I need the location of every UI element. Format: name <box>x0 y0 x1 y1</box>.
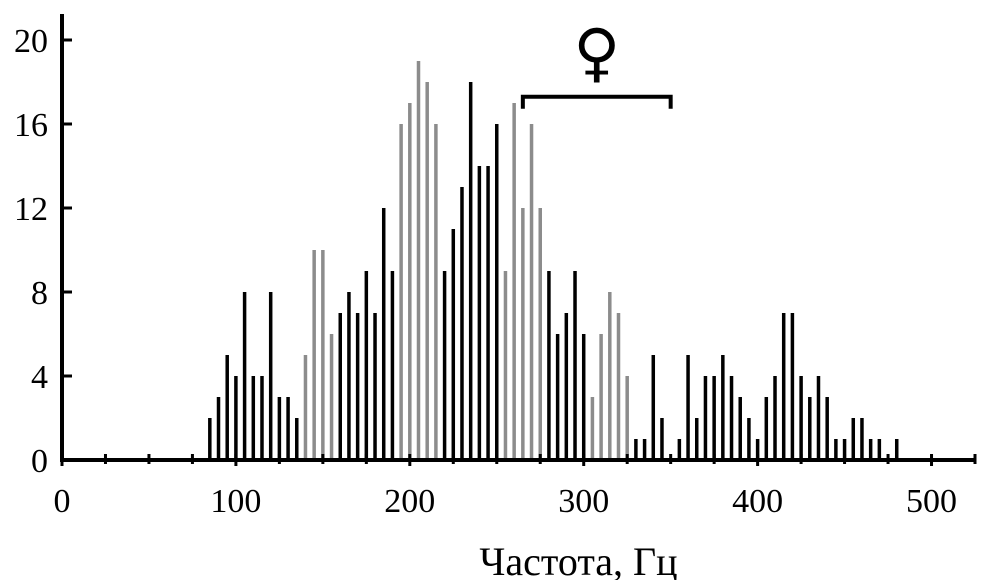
annotations: ♀ <box>520 17 673 109</box>
histogram-bar <box>608 292 612 460</box>
histogram-bar <box>599 334 603 460</box>
histogram-bar <box>894 439 899 460</box>
histogram-bar <box>590 397 595 460</box>
histogram-bar <box>851 418 856 460</box>
histogram-bars <box>208 61 899 460</box>
histogram-bar <box>538 208 542 460</box>
histogram-bar <box>616 313 621 460</box>
histogram-bar <box>747 418 751 460</box>
x-tick-label: 200 <box>384 483 435 520</box>
x-tick-label: 400 <box>732 483 783 520</box>
female-range-bracket <box>520 94 673 109</box>
histogram-bar <box>868 439 873 460</box>
histogram-bar <box>295 418 299 460</box>
histogram-bar <box>860 418 864 460</box>
histogram-bar <box>425 82 429 460</box>
histogram-bar <box>364 271 369 460</box>
histogram-bar <box>477 166 482 460</box>
histogram-bar <box>442 271 447 460</box>
y-tick-label: 16 <box>14 107 48 144</box>
histogram-bar <box>408 103 412 460</box>
histogram-bar <box>303 355 308 460</box>
histogram-bar <box>634 439 638 460</box>
histogram-bar <box>234 376 238 460</box>
histogram-bar <box>695 418 699 460</box>
histogram-bar <box>625 376 629 460</box>
histogram-bar <box>808 397 812 460</box>
histogram-bar <box>764 397 769 460</box>
histogram-bar <box>877 439 882 460</box>
histogram-bar <box>225 355 229 460</box>
x-tick-label: 500 <box>906 483 957 520</box>
histogram-bar <box>434 124 438 460</box>
axes <box>60 14 975 462</box>
histogram-bar <box>329 334 334 460</box>
histogram-bar <box>208 418 212 460</box>
y-tick-label: 8 <box>31 275 48 312</box>
histogram-bar <box>573 271 577 460</box>
histogram-bar <box>738 397 742 460</box>
y-tick-label: 20 <box>14 23 48 60</box>
y-tick-label: 4 <box>31 359 48 396</box>
histogram-bar <box>251 376 256 460</box>
histogram-bar <box>286 397 290 460</box>
histogram-bar <box>355 313 360 460</box>
histogram-bar <box>660 418 664 460</box>
histogram-bar <box>260 376 264 460</box>
histogram-bar <box>755 439 760 460</box>
histogram-bar <box>825 397 829 460</box>
female-sign-icon: ♀ <box>573 17 620 91</box>
histogram-bar <box>312 250 316 460</box>
histogram-bar <box>338 313 342 460</box>
x-tick-label: 100 <box>210 483 261 520</box>
histogram-bar <box>512 103 516 460</box>
histogram-bar <box>799 376 803 460</box>
histogram-bar <box>321 250 325 460</box>
histogram-bar <box>521 208 525 460</box>
histogram-bar <box>381 208 386 460</box>
histogram-bar <box>564 313 569 460</box>
histogram-bar <box>816 376 821 460</box>
histogram-bar <box>703 376 708 460</box>
histogram-bar <box>399 124 403 460</box>
histogram-bar <box>277 397 282 460</box>
histogram-bar <box>547 271 551 460</box>
y-tick-label: 12 <box>14 191 48 228</box>
histogram-bar <box>347 292 351 460</box>
x-tick-label: 0 <box>54 483 71 520</box>
histogram-bar <box>242 292 247 460</box>
histogram-bar <box>390 271 395 460</box>
histogram-bar <box>781 313 786 460</box>
histogram-bar <box>842 439 847 460</box>
histogram-bar <box>468 82 473 460</box>
histogram-bar <box>686 355 690 460</box>
histogram-bar <box>834 439 838 460</box>
histogram-bar <box>712 376 716 460</box>
histogram-bar <box>581 334 586 460</box>
x-axis-title: Частота, Гц <box>479 539 677 580</box>
histogram-bar <box>416 61 421 460</box>
histogram-bar <box>773 376 777 460</box>
axis-ticks <box>60 38 977 466</box>
histogram-bar <box>721 355 725 460</box>
histogram-bar <box>373 313 377 460</box>
x-tick-label: 300 <box>558 483 609 520</box>
histogram-bar <box>529 124 534 460</box>
histogram-bar <box>642 439 647 460</box>
histogram-bar <box>555 334 560 460</box>
histogram-bar <box>729 376 734 460</box>
histogram-bar <box>486 166 490 460</box>
histogram-bar <box>268 292 273 460</box>
histogram-bar <box>651 355 656 460</box>
histogram-bar <box>495 124 499 460</box>
histogram-bar <box>677 439 682 460</box>
histogram-bar <box>503 271 508 460</box>
histogram-bar <box>790 313 795 460</box>
histogram-bar <box>451 229 456 460</box>
histogram-bar <box>460 187 464 460</box>
histogram-bar <box>216 397 221 460</box>
y-tick-label: 0 <box>31 443 48 480</box>
